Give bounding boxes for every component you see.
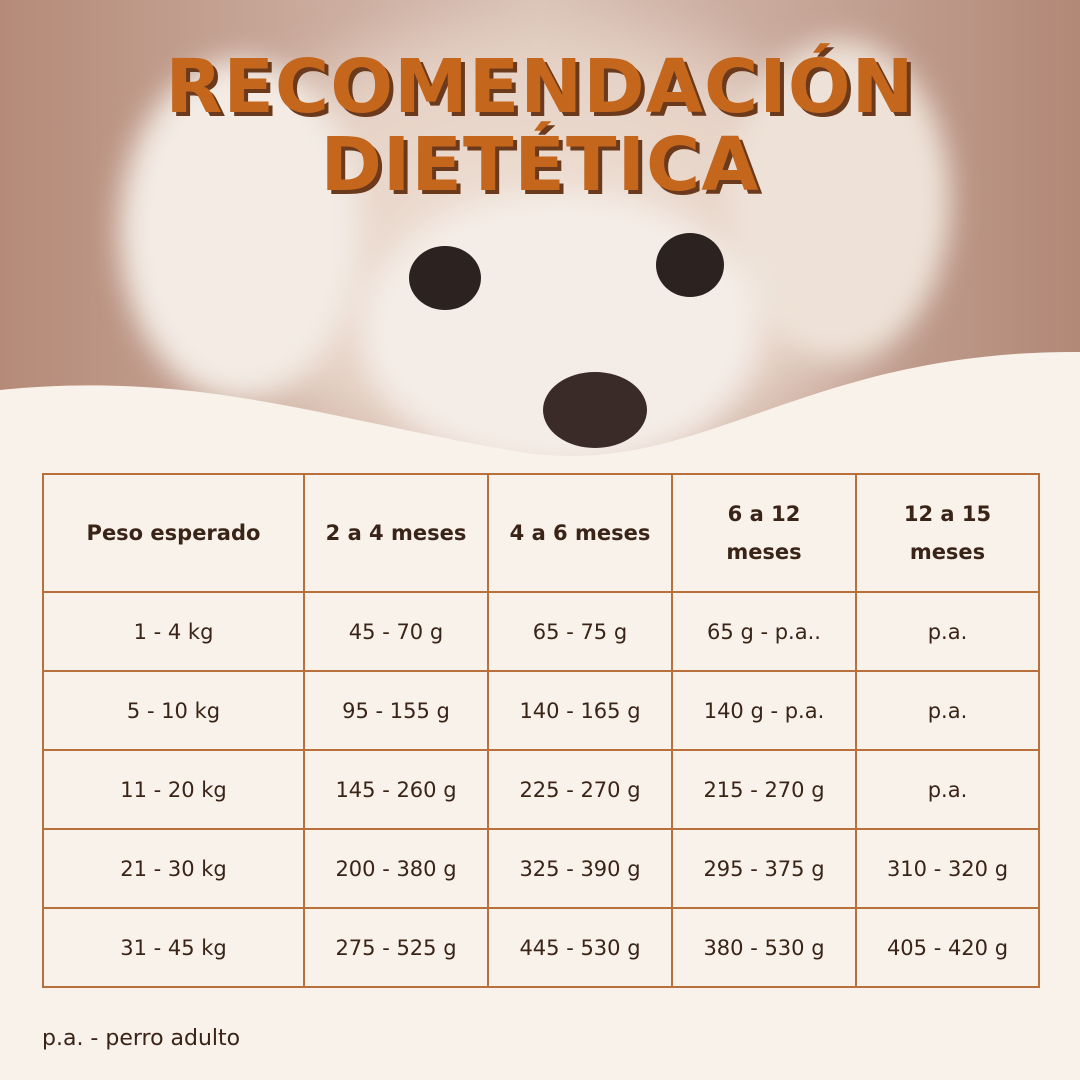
table-cell: 140 - 165 g [487, 670, 673, 751]
table-cell: 200 - 380 g [303, 828, 489, 909]
diet-table: Peso esperado 2 a 4 meses 4 a 6 meses 6 a 1… [42, 473, 1040, 988]
table-cell: 140 g - p.a. [671, 670, 857, 751]
footnote: p.a. - perro adulto [42, 1026, 241, 1051]
table-cell: 1 - 4 kg [42, 591, 305, 672]
table-cell: 310 - 320 g [855, 828, 1040, 909]
title-line: DIETÉTICA [320, 122, 760, 208]
column-header: 6 a 12 meses [671, 473, 857, 593]
table-cell: 405 - 420 g [855, 907, 1040, 988]
table-cell: 225 - 270 g [487, 749, 673, 830]
table-row: 1 - 4 kg 45 - 70 g 65 - 75 g 65 g - p.a.. p.… [42, 591, 1040, 672]
table-cell: 445 - 530 g [487, 907, 673, 988]
column-header: 12 a 15 meses [855, 473, 1040, 593]
table-cell: 45 - 70 g [303, 591, 489, 672]
table-cell: 325 - 390 g [487, 828, 673, 909]
table-cell: 31 - 45 kg [42, 907, 305, 988]
table-cell: 21 - 30 kg [42, 828, 305, 909]
table-cell: 295 - 375 g [671, 828, 857, 909]
table-cell: 5 - 10 kg [42, 670, 305, 751]
column-header: 4 a 6 meses [487, 473, 673, 593]
table-cell: 145 - 260 g [303, 749, 489, 830]
column-header: Peso esperado [42, 473, 305, 593]
table-cell: 380 - 530 g [671, 907, 857, 988]
title-line: RECOMENDACIÓN [165, 44, 915, 130]
background-photo [0, 0, 1080, 470]
table-cell: 95 - 155 g [303, 670, 489, 751]
table-row: 5 - 10 kg 95 - 155 g 140 - 165 g 140 g - p.… [42, 670, 1040, 751]
table-cell: p.a. [855, 591, 1040, 672]
table-row: 31 - 45 kg 275 - 525 g 445 - 530 g 380 - 53… [42, 907, 1040, 988]
table-row: 11 - 20 kg 145 - 260 g 225 - 270 g 215 - 27… [42, 749, 1040, 830]
table-cell: 65 g - p.a.. [671, 591, 857, 672]
column-header: 2 a 4 meses [303, 473, 489, 593]
table-row: 21 - 30 kg 200 - 380 g 325 - 390 g 295 - 37… [42, 828, 1040, 909]
table-cell: 215 - 270 g [671, 749, 857, 830]
table-cell: 275 - 525 g [303, 907, 489, 988]
table-cell: 11 - 20 kg [42, 749, 305, 830]
table-cell: p.a. [855, 749, 1040, 830]
table-cell: p.a. [855, 670, 1040, 751]
header-row: Peso esperado 2 a 4 meses 4 a 6 meses 6 a 1… [42, 473, 1040, 593]
table-cell: 65 - 75 g [487, 591, 673, 672]
